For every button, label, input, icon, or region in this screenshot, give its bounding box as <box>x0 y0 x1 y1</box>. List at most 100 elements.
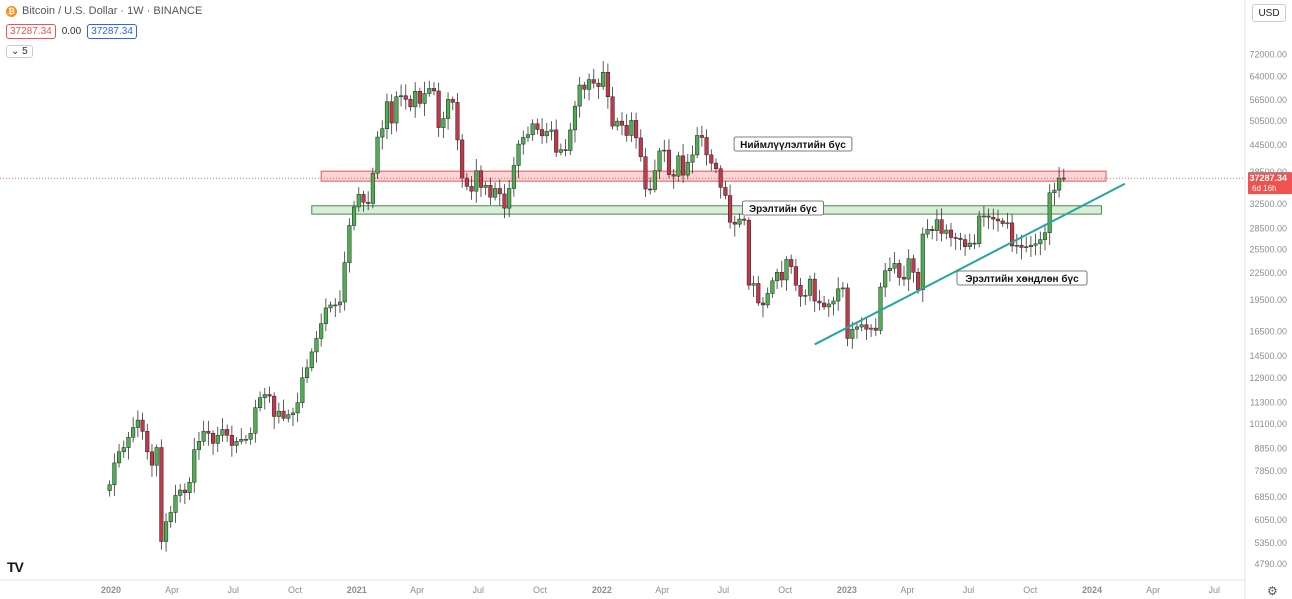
y-tick-label: 16500.00 <box>1249 326 1287 336</box>
candle-up <box>333 304 338 307</box>
candle-up <box>892 263 897 269</box>
candle-up <box>121 447 126 453</box>
resistance-zone-label-box <box>733 136 853 152</box>
candle-up <box>925 229 930 235</box>
bitcoin-icon: ₿ <box>6 5 17 17</box>
candle-up <box>178 489 183 496</box>
candle-up <box>483 185 488 188</box>
bar-countdown: 6d 16h <box>1252 184 1276 193</box>
buy-price-box[interactable]: 37287.34 <box>87 24 137 39</box>
candle-down <box>666 149 672 175</box>
candle-down <box>948 229 954 238</box>
candle-up <box>854 326 860 330</box>
candle-up <box>549 129 554 132</box>
currency-selector[interactable]: USD <box>1252 4 1286 22</box>
candle-down <box>591 79 596 84</box>
candle-up <box>977 215 982 245</box>
candle-up <box>337 301 343 306</box>
candle-up <box>323 307 328 324</box>
candle-down <box>681 155 686 176</box>
spread-value: 0.00 <box>61 26 82 37</box>
candle-down <box>728 195 733 223</box>
symbol-title: Bitcoin / U.S. Dollar · 1W · BINANCE <box>22 5 203 17</box>
candle-up <box>309 351 314 369</box>
candle-up <box>685 161 690 176</box>
candle-up <box>775 272 780 282</box>
y-tick-label: 4790.00 <box>1254 559 1287 569</box>
candle-down <box>211 433 216 444</box>
candle-up <box>234 441 239 446</box>
candle-up <box>558 149 563 153</box>
candle-down <box>403 95 408 100</box>
sell-price-box[interactable]: 37287.34 <box>6 24 56 39</box>
zones-layer <box>311 170 1107 215</box>
candle-down <box>596 82 601 87</box>
candle-up <box>474 170 479 192</box>
candle-down <box>497 188 502 195</box>
candle-up <box>107 484 112 491</box>
candle-down <box>643 156 648 190</box>
candle-down <box>281 410 286 419</box>
candle-up <box>215 435 220 444</box>
candle-up <box>243 439 249 441</box>
last-price-tag <box>1248 172 1292 195</box>
candle-down <box>159 447 164 542</box>
ascending-trendline <box>814 182 1126 346</box>
settings-gear-icon[interactable]: ⚙ <box>1267 584 1278 598</box>
candle-down <box>229 435 234 446</box>
candle-down <box>1010 222 1015 247</box>
candle-down <box>540 129 545 137</box>
candle-up <box>944 229 949 234</box>
candle-up <box>568 129 573 151</box>
candle-down <box>953 237 958 239</box>
x-tick-label: Apr <box>165 585 179 595</box>
candle-down <box>182 489 187 493</box>
x-tick-label: 2021 <box>347 585 367 595</box>
indicators-toggle-button[interactable]: ⌄ 5 <box>6 45 33 58</box>
candle-up <box>577 84 582 107</box>
candle-up <box>530 123 535 135</box>
candle-down <box>958 237 963 240</box>
candle-down <box>713 162 719 170</box>
y-tick-label: 6050.00 <box>1254 515 1287 525</box>
symbol-header[interactable]: ₿ Bitcoin / U.S. Dollar · 1W · BINANCE <box>6 5 202 17</box>
candle-up <box>1042 232 1048 240</box>
y-tick-label: 28500.00 <box>1249 224 1287 234</box>
candle-up <box>826 303 831 308</box>
candle-down <box>822 302 827 308</box>
candle-down <box>723 187 728 196</box>
x-tick-label: 2023 <box>837 585 857 595</box>
candle-down <box>366 202 371 204</box>
x-tick-label: Jul <box>473 585 485 595</box>
candle-up <box>1028 245 1033 247</box>
candles-layer <box>107 61 1066 552</box>
x-tick-label: 2024 <box>1082 585 1102 595</box>
candle-up <box>601 71 606 87</box>
y-tick-label: 5350.00 <box>1254 538 1287 548</box>
candle-up <box>840 287 845 290</box>
candle-down <box>431 88 437 92</box>
tradingview-logo-icon[interactable]: TV <box>7 559 24 575</box>
candle-up <box>869 327 874 330</box>
candle-up <box>286 414 291 419</box>
y-tick-label: 19500.00 <box>1249 295 1287 305</box>
trendline-label: Эрэлтийн хөндлөн бүс <box>956 270 1088 286</box>
candle-up <box>629 120 634 136</box>
candle-up <box>906 258 911 280</box>
candle-down <box>464 177 469 187</box>
candle-up <box>1014 245 1019 247</box>
candle-up <box>290 412 296 415</box>
x-tick-label: Oct <box>778 585 793 595</box>
support-zone-rect <box>311 205 1102 215</box>
candle-up <box>859 324 864 328</box>
y-tick-label: 22500.00 <box>1249 268 1287 278</box>
candle-down <box>478 170 484 188</box>
candle-up <box>394 96 399 124</box>
candle-down <box>1000 220 1005 224</box>
candle-up <box>342 262 347 303</box>
candle-down <box>760 302 766 306</box>
x-tick-label: Apr <box>410 585 424 595</box>
candle-up <box>380 128 385 138</box>
